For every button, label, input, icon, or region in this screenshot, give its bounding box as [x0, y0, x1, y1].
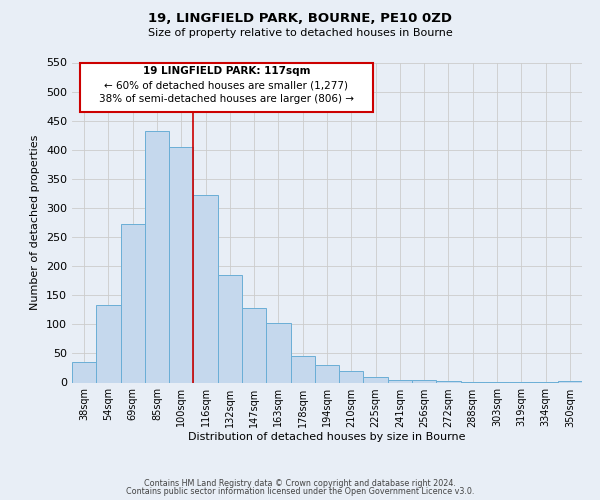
Bar — [290, 356, 315, 382]
Y-axis label: Number of detached properties: Number of detached properties — [31, 135, 40, 310]
Bar — [145, 131, 169, 382]
Bar — [266, 322, 290, 382]
Text: Contains HM Land Registry data © Crown copyright and database right 2024.: Contains HM Land Registry data © Crown c… — [144, 478, 456, 488]
Bar — [193, 194, 218, 382]
Bar — [364, 378, 388, 382]
Bar — [315, 365, 339, 382]
Bar — [72, 362, 96, 382]
Text: 19, LINGFIELD PARK, BOURNE, PE10 0ZD: 19, LINGFIELD PARK, BOURNE, PE10 0ZD — [148, 12, 452, 26]
FancyBboxPatch shape — [80, 62, 373, 112]
Bar — [339, 371, 364, 382]
Bar — [412, 380, 436, 382]
Bar — [96, 305, 121, 382]
Text: Size of property relative to detached houses in Bourne: Size of property relative to detached ho… — [148, 28, 452, 38]
Text: Contains public sector information licensed under the Open Government Licence v3: Contains public sector information licen… — [126, 487, 474, 496]
Text: ← 60% of detached houses are smaller (1,277): ← 60% of detached houses are smaller (1,… — [104, 80, 348, 90]
Text: 19 LINGFIELD PARK: 117sqm: 19 LINGFIELD PARK: 117sqm — [143, 66, 310, 76]
Bar — [121, 224, 145, 382]
Bar — [169, 147, 193, 382]
Bar — [388, 380, 412, 382]
Bar — [218, 276, 242, 382]
X-axis label: Distribution of detached houses by size in Bourne: Distribution of detached houses by size … — [188, 432, 466, 442]
Bar — [558, 381, 582, 382]
Bar — [242, 308, 266, 382]
Text: 38% of semi-detached houses are larger (806) →: 38% of semi-detached houses are larger (… — [99, 94, 354, 104]
